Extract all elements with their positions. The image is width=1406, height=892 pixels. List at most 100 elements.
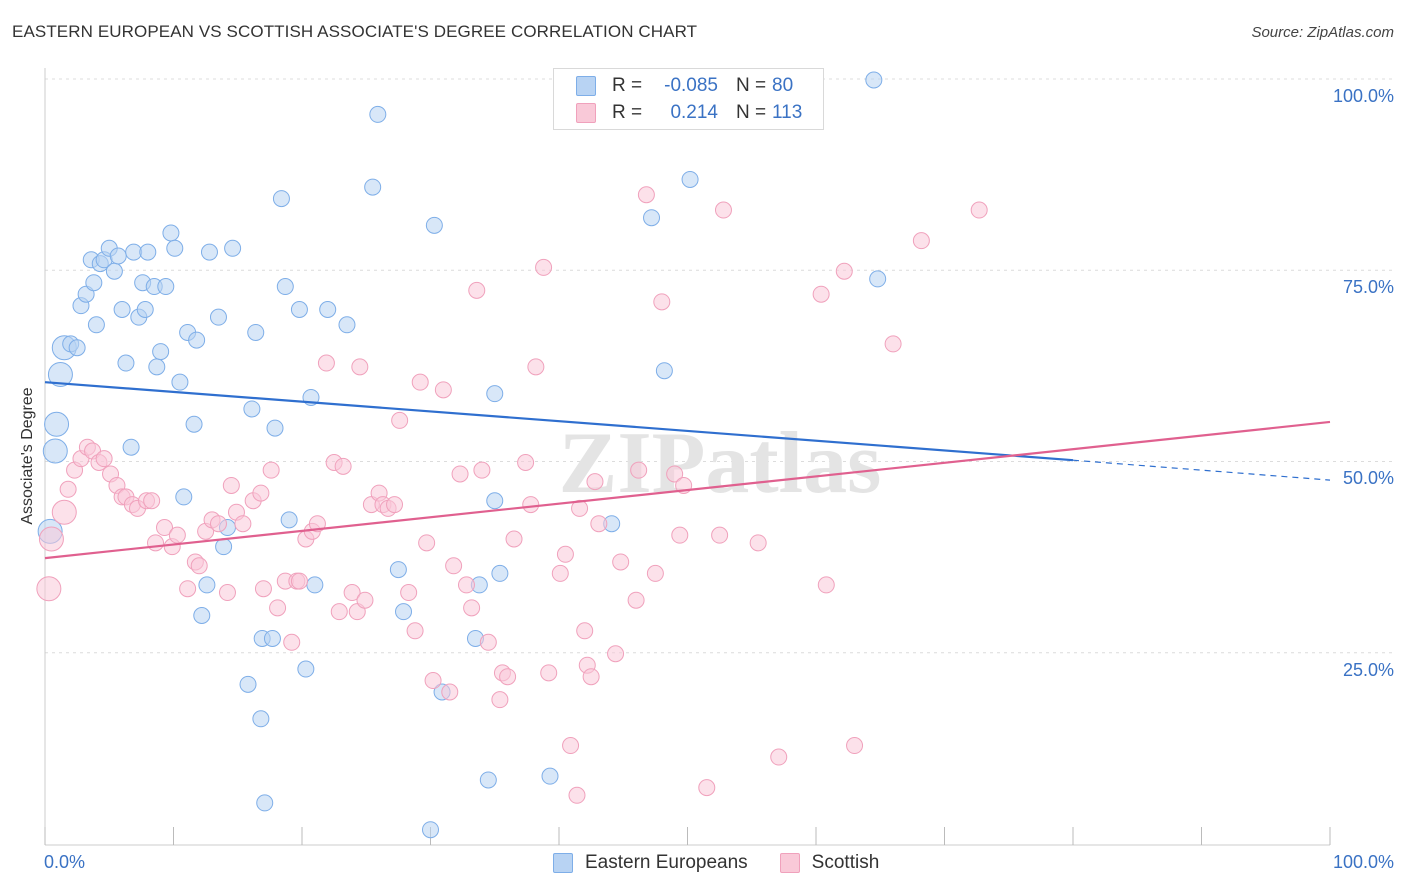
data-point	[386, 496, 404, 514]
data-point	[491, 691, 509, 709]
data-point	[590, 515, 608, 533]
data-point	[582, 668, 600, 686]
data-point	[671, 526, 689, 544]
data-point	[262, 461, 280, 479]
data-point	[308, 515, 326, 533]
data-point	[468, 281, 486, 299]
data-point	[306, 576, 324, 594]
data-point	[42, 438, 68, 464]
legend-r-value: -0.085	[664, 75, 718, 96]
data-point	[576, 622, 594, 640]
y-tick-label: 100.0%	[1332, 86, 1394, 106]
data-point	[105, 262, 123, 280]
legend-label: Scottish	[811, 852, 880, 873]
data-point	[812, 285, 830, 303]
data-point	[156, 519, 174, 537]
data-point	[47, 362, 73, 388]
data-point	[36, 576, 62, 602]
data-point	[171, 373, 189, 391]
legend-n-value: 80	[772, 75, 794, 96]
data-point	[395, 603, 413, 621]
data-point	[188, 331, 206, 349]
data-point	[148, 358, 166, 376]
data-point	[215, 538, 233, 556]
data-point	[556, 545, 574, 563]
data-point	[152, 343, 170, 361]
grid	[45, 78, 1395, 654]
data-point	[234, 515, 252, 533]
data-point	[418, 534, 436, 552]
data-point	[239, 675, 257, 693]
legend-label: Eastern Europeans	[585, 852, 748, 873]
data-point	[243, 400, 261, 418]
data-point	[884, 335, 902, 353]
data-point	[266, 419, 284, 437]
data-point	[479, 771, 497, 789]
data-point	[166, 239, 184, 257]
data-point	[434, 381, 452, 399]
y-tick-label: 50.0%	[1342, 468, 1394, 488]
data-point	[499, 668, 517, 686]
data-point	[209, 308, 227, 326]
data-point	[51, 499, 77, 525]
data-point	[283, 633, 301, 651]
legend-swatch-pink	[576, 103, 596, 123]
data-point	[85, 274, 103, 292]
data-point	[637, 186, 655, 204]
data-point	[162, 224, 180, 242]
data-point	[276, 278, 294, 296]
data-point	[319, 301, 337, 318]
data-point	[338, 316, 356, 334]
data-point	[263, 629, 281, 647]
watermark: ZIPatlas	[559, 415, 882, 512]
data-point	[256, 794, 274, 812]
data-point	[400, 584, 418, 602]
x-tick-label-left: 0.0%	[44, 852, 86, 872]
y-tick-label: 25.0%	[1342, 660, 1394, 680]
data-point	[330, 603, 348, 621]
data-point	[297, 660, 315, 678]
data-point	[364, 178, 382, 196]
series-eastern-europeans	[37, 71, 887, 839]
data-point	[343, 584, 361, 602]
data-point	[473, 461, 491, 479]
data-point	[125, 243, 143, 261]
data-point	[612, 553, 630, 571]
data-point	[653, 293, 671, 311]
legend-row-scottish: R = 0.214 N = 113	[576, 102, 802, 124]
data-point	[190, 557, 208, 575]
data-point	[209, 515, 227, 533]
trend-line-eastern-europeans-extension	[1072, 459, 1331, 481]
data-point	[168, 526, 186, 544]
data-point	[391, 411, 409, 429]
data-point	[185, 415, 203, 433]
legend-item-eastern-europeans: Eastern Europeans	[553, 852, 748, 874]
chart-title: EASTERN EUROPEAN VS SCOTTISH ASSOCIATE'S…	[12, 22, 698, 41]
data-point	[865, 71, 883, 89]
data-point	[351, 358, 369, 376]
data-point	[517, 454, 535, 471]
data-point	[486, 385, 504, 403]
chart-source: Source: ZipAtlas.com	[1251, 24, 1394, 41]
data-point	[422, 821, 439, 839]
data-point	[272, 190, 290, 208]
legend-swatch-blue	[553, 853, 573, 873]
data-point	[846, 737, 864, 755]
data-point	[269, 599, 287, 617]
data-point	[711, 526, 729, 544]
data-point	[280, 511, 298, 529]
legend-r-label: R =	[612, 75, 643, 96]
data-point	[568, 786, 586, 804]
data-point	[479, 633, 497, 651]
legend-row-eastern-europeans: R = -0.085 N = 80	[576, 75, 793, 97]
series-legend: Eastern Europeans Scottish	[553, 852, 911, 874]
data-point	[445, 557, 463, 575]
data-point	[643, 209, 661, 227]
data-point	[425, 216, 443, 234]
data-point	[770, 748, 788, 766]
data-point	[157, 278, 175, 296]
data-point	[254, 580, 272, 598]
data-point	[817, 576, 835, 594]
data-point	[698, 779, 716, 797]
